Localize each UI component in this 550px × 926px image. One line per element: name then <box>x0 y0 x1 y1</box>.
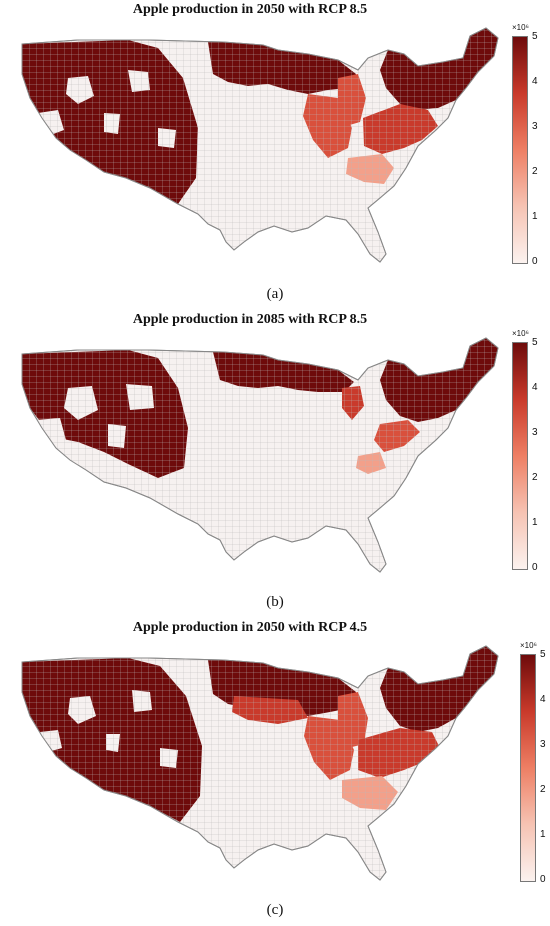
tick-label: 5 <box>532 337 538 348</box>
us-county-map <box>21 645 499 881</box>
colorbar-multiplier: ×10⁶ <box>512 329 529 338</box>
panel-title: Apple production in 2050 with RCP 4.5 <box>132 620 368 635</box>
panel-title: Apple production in 2085 with RCP 8.5 <box>132 312 368 327</box>
tick-label: 1 <box>532 211 538 222</box>
tick-label: 2 <box>532 472 538 483</box>
panel-caption: (c) <box>266 902 284 918</box>
panel-a: Apple production in 2050 with RCP 8.5 ×1… <box>0 2 550 312</box>
tick-label: 0 <box>532 256 538 267</box>
colorbar-multiplier: ×10⁶ <box>512 23 529 32</box>
colorbar-multiplier: ×10⁶ <box>520 641 537 650</box>
panel-b: Apple production in 2085 with RCP 8.5 ×1… <box>0 312 550 622</box>
tick-label: 3 <box>532 427 538 438</box>
tick-label: 4 <box>532 76 538 87</box>
tick-label: 3 <box>540 739 546 750</box>
panel-caption: (a) <box>266 286 284 302</box>
tick-label: 4 <box>540 694 546 705</box>
tick-label: 1 <box>532 517 538 528</box>
tick-label: 0 <box>540 874 546 885</box>
panel-caption: (b) <box>266 594 284 610</box>
tick-label: 4 <box>532 382 538 393</box>
tick-label: 1 <box>540 829 546 840</box>
colorbar-gradient <box>512 342 528 570</box>
tick-label: 5 <box>540 649 546 660</box>
colorbar-gradient <box>520 654 536 882</box>
panel-c: Apple production in 2050 with RCP 4.5 ×1… <box>0 620 550 926</box>
tick-label: 2 <box>532 166 538 177</box>
us-county-map <box>21 337 499 573</box>
colorbar-gradient <box>512 36 528 264</box>
tick-label: 2 <box>540 784 546 795</box>
us-county-map <box>21 27 499 263</box>
panel-title: Apple production in 2050 with RCP 8.5 <box>132 2 368 17</box>
tick-label: 5 <box>532 31 538 42</box>
tick-label: 0 <box>532 562 538 573</box>
tick-label: 3 <box>532 121 538 132</box>
